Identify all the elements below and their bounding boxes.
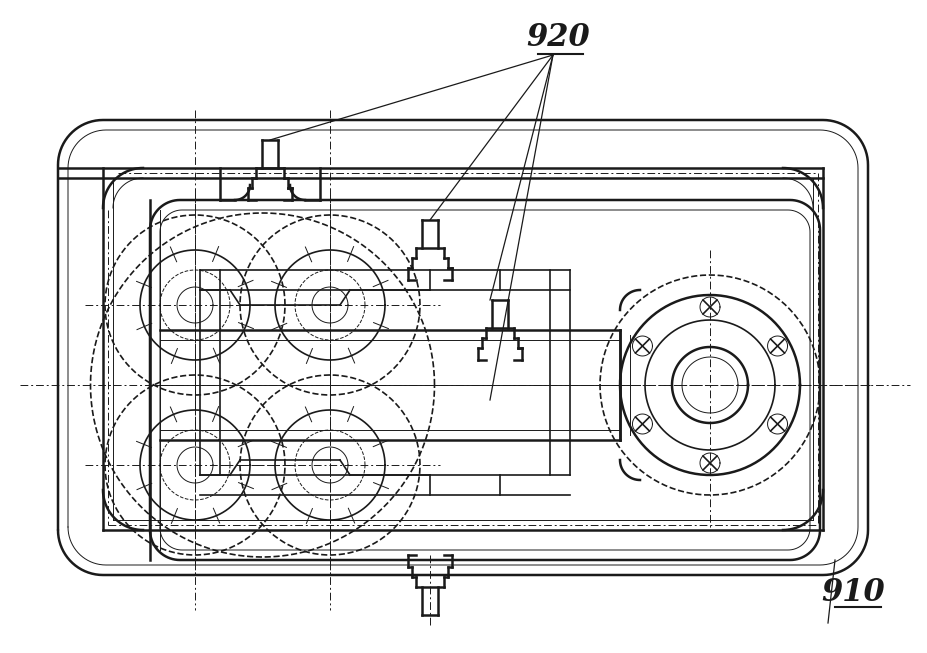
- Text: 920: 920: [527, 22, 590, 53]
- Text: 910: 910: [821, 577, 885, 608]
